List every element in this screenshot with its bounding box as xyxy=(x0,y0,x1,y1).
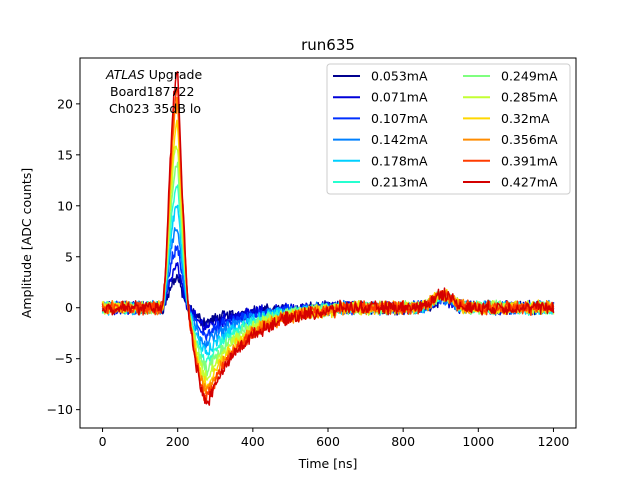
legend-label: 0.249mA xyxy=(501,69,558,84)
legend-label: 0.391mA xyxy=(501,153,558,168)
legend-label: 0.053mA xyxy=(371,69,428,84)
legend-label: 0.142mA xyxy=(371,132,428,147)
legend-label: 0.285mA xyxy=(501,90,558,105)
y-axis: −10 −5 0 5 10 15 20 xyxy=(47,96,80,417)
annotation-experiment-suffix: Upgrade xyxy=(145,67,203,82)
y-tick-label: 15 xyxy=(57,147,73,162)
y-tick-label: 0 xyxy=(65,300,73,315)
legend-label: 0.32mA xyxy=(501,111,550,126)
x-tick-label: 600 xyxy=(316,434,340,449)
legend-label: 0.178mA xyxy=(371,153,428,168)
annotation-board: Board187722 xyxy=(110,84,194,99)
legend-label: 0.107mA xyxy=(371,111,428,126)
x-axis-label: Time [ns] xyxy=(298,456,358,471)
x-tick-label: 400 xyxy=(241,434,265,449)
x-tick-label: 1200 xyxy=(538,434,570,449)
y-tick-label: 20 xyxy=(57,96,73,111)
legend-label: 0.356mA xyxy=(501,132,558,147)
legend-label: 0.213mA xyxy=(371,175,428,190)
annotation-experiment: ATLAS xyxy=(105,67,145,82)
series-layer xyxy=(101,71,555,406)
chart-title: run635 xyxy=(301,36,355,54)
x-tick-label: 0 xyxy=(99,434,107,449)
y-tick-label: 5 xyxy=(65,249,73,264)
x-tick-label: 1000 xyxy=(462,434,494,449)
legend: 0.053mA 0.071mA 0.107mA 0.142mA 0.178mA 0.213… xyxy=(326,63,571,195)
atlas-annotation: ATLAS Upgrade Board187722 Ch023 35dB lo xyxy=(105,67,202,116)
x-tick-label: 800 xyxy=(391,434,415,449)
svg-text:ATLAS Upgrade: ATLAS Upgrade xyxy=(105,67,202,82)
legend-frame xyxy=(326,63,571,195)
y-tick-label: 10 xyxy=(57,198,73,213)
series-line xyxy=(101,71,555,406)
x-tick-label: 200 xyxy=(166,434,190,449)
legend-label: 0.071mA xyxy=(371,90,428,105)
x-axis: 0 200 400 600 800 1000 1200 xyxy=(99,428,570,449)
legend-label: 0.427mA xyxy=(501,175,558,190)
y-tick-label: −10 xyxy=(47,402,73,417)
y-tick-label: −5 xyxy=(55,351,73,366)
plot-area xyxy=(79,57,577,429)
y-axis-label: Amplitude [ADC counts] xyxy=(19,168,34,318)
annotation-channel: Ch023 35dB lo xyxy=(109,101,201,116)
